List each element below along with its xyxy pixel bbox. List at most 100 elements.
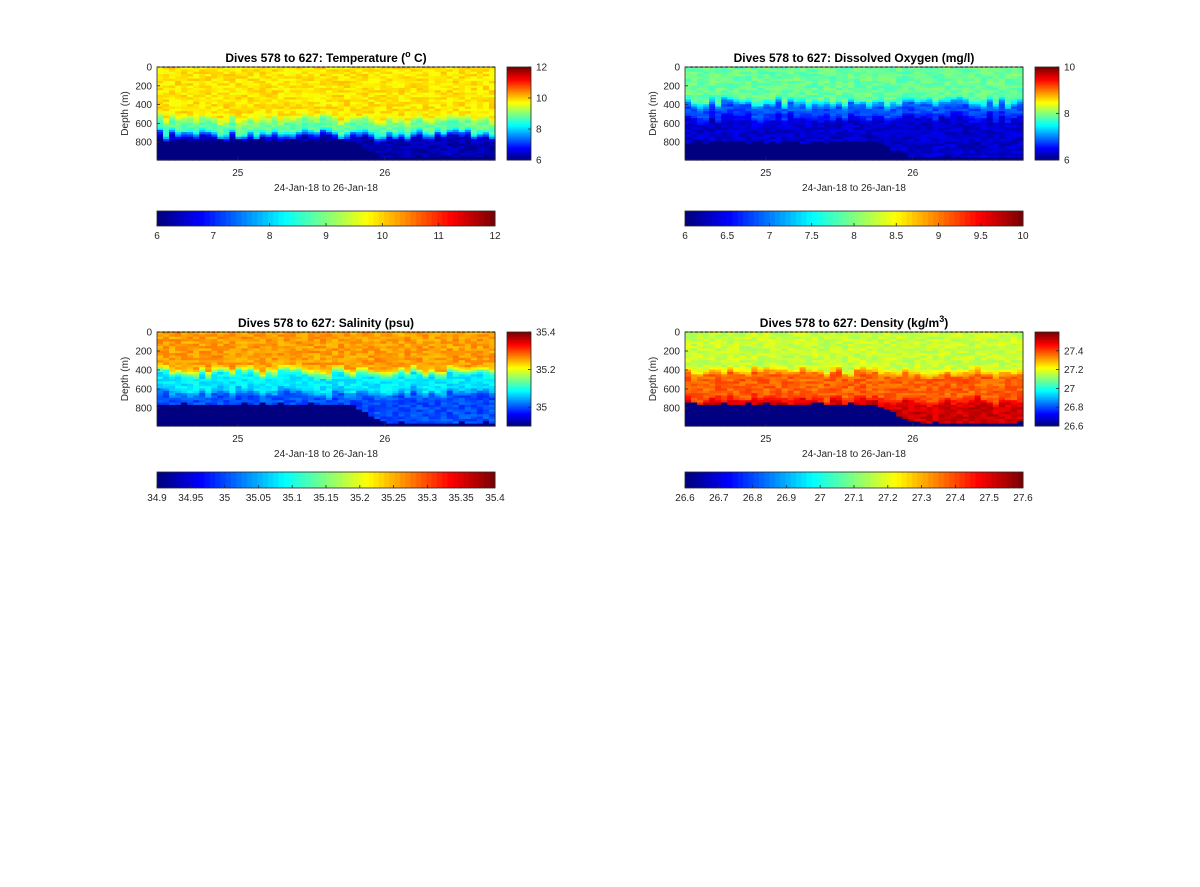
heatmap-cell [980,143,988,147]
heatmap-cell [368,155,375,159]
heatmap-cell [811,108,819,112]
heatmap-cell [872,80,879,84]
heatmap-cell [271,108,279,112]
heatmap-cell [835,157,843,161]
colorbar-segment [489,211,496,226]
heatmap-cell [488,104,496,108]
heatmap-cell [440,155,448,159]
heatmap-cell [817,76,825,80]
heatmap-cell [169,113,176,117]
heatmap-cell [163,115,170,119]
heatmap-cell [217,69,224,73]
heatmap-cell [926,146,934,149]
heatmap-cell [793,146,801,149]
heatmap-cell [181,71,188,75]
heatmap-cell [283,136,291,140]
heatmap-cell [386,132,393,136]
heatmap-cell [163,374,170,378]
heatmap-cell [860,108,867,112]
heatmap-cell [998,120,1006,124]
heatmap-cell [691,118,698,122]
heatmap-cell [241,85,249,89]
heatmap-cell [464,115,472,119]
heatmap-cell [709,148,716,152]
heatmap-cell [872,120,879,124]
heatmap-cell [235,143,243,147]
heatmap-cell [338,76,345,80]
heatmap-cell [458,71,466,75]
heatmap-cell [697,69,704,73]
heatmap-cell [872,129,879,133]
heatmap-cell [380,92,387,96]
heatmap-cell [847,132,855,136]
heatmap-cell [1010,120,1018,124]
heatmap-cell [872,111,879,115]
heatmap-cell [163,397,170,401]
heatmap-cell [398,146,406,149]
heatmap-cell [962,148,970,152]
heatmap-cell [199,108,206,112]
heatmap-cell [823,141,831,145]
colorbar-segment [507,136,531,139]
heatmap-cell [157,346,164,350]
heatmap-cell [482,141,490,145]
colorbar-segment [1012,211,1019,226]
heatmap-cell [908,108,915,112]
heatmap-cell [890,69,897,73]
heatmap-cell [301,155,309,159]
heatmap-cell [271,111,279,115]
heatmap-cell [211,83,218,87]
heatmap-cell [866,83,873,87]
heatmap-cell [878,143,885,147]
heatmap-cell [992,69,1000,73]
heatmap-cell [458,115,466,119]
heatmap-cell [416,83,424,87]
heatmap-cell [884,80,891,84]
heatmap-cell [974,129,982,133]
heatmap-cell [307,67,315,70]
heatmap-cell [464,92,472,96]
heatmap-cell [175,155,182,159]
heatmap-cell [817,125,825,129]
heatmap-cell [452,148,460,152]
heatmap-cell [691,67,698,70]
heatmap-cell [247,146,255,149]
heatmap-cell [163,153,170,156]
y-tick-label: 400 [663,100,680,111]
heatmap-cell [301,111,309,115]
heatmap-cell [739,76,746,80]
heatmap-cell [757,85,765,89]
heatmap-cell [914,85,921,89]
colorbar-segment [1035,151,1059,154]
heatmap-cell [241,136,249,140]
heatmap-cell [986,150,994,154]
heatmap-cell [470,106,478,110]
heatmap-cell [781,141,789,145]
heatmap-cell [709,115,716,119]
heatmap-cell [338,97,345,101]
heatmap-cell [956,134,964,138]
heatmap-cell [163,136,170,140]
heatmap-cell [344,73,351,77]
heatmap-cell [181,76,188,80]
heatmap-cell [739,97,746,101]
heatmap-cell [793,125,801,129]
heatmap-cell [944,113,952,117]
heatmap-cell [938,148,946,152]
heatmap-cell [356,99,363,103]
heatmap-cell [872,136,879,140]
heatmap-cell [775,101,783,105]
heatmap-cell [229,132,237,136]
heatmap-cell [872,155,879,159]
heatmap-cell [157,421,164,425]
heatmap-cell [175,371,182,375]
heatmap-cell [956,155,964,159]
heatmap-cell [380,125,387,129]
heatmap-cell [464,99,472,103]
heatmap-cell [835,143,843,147]
heatmap-cell [920,111,928,115]
heatmap-cell [956,69,964,73]
colorbar-segment [507,116,531,119]
heatmap-cell [733,118,740,122]
y-tick-label: 0 [146,63,152,74]
